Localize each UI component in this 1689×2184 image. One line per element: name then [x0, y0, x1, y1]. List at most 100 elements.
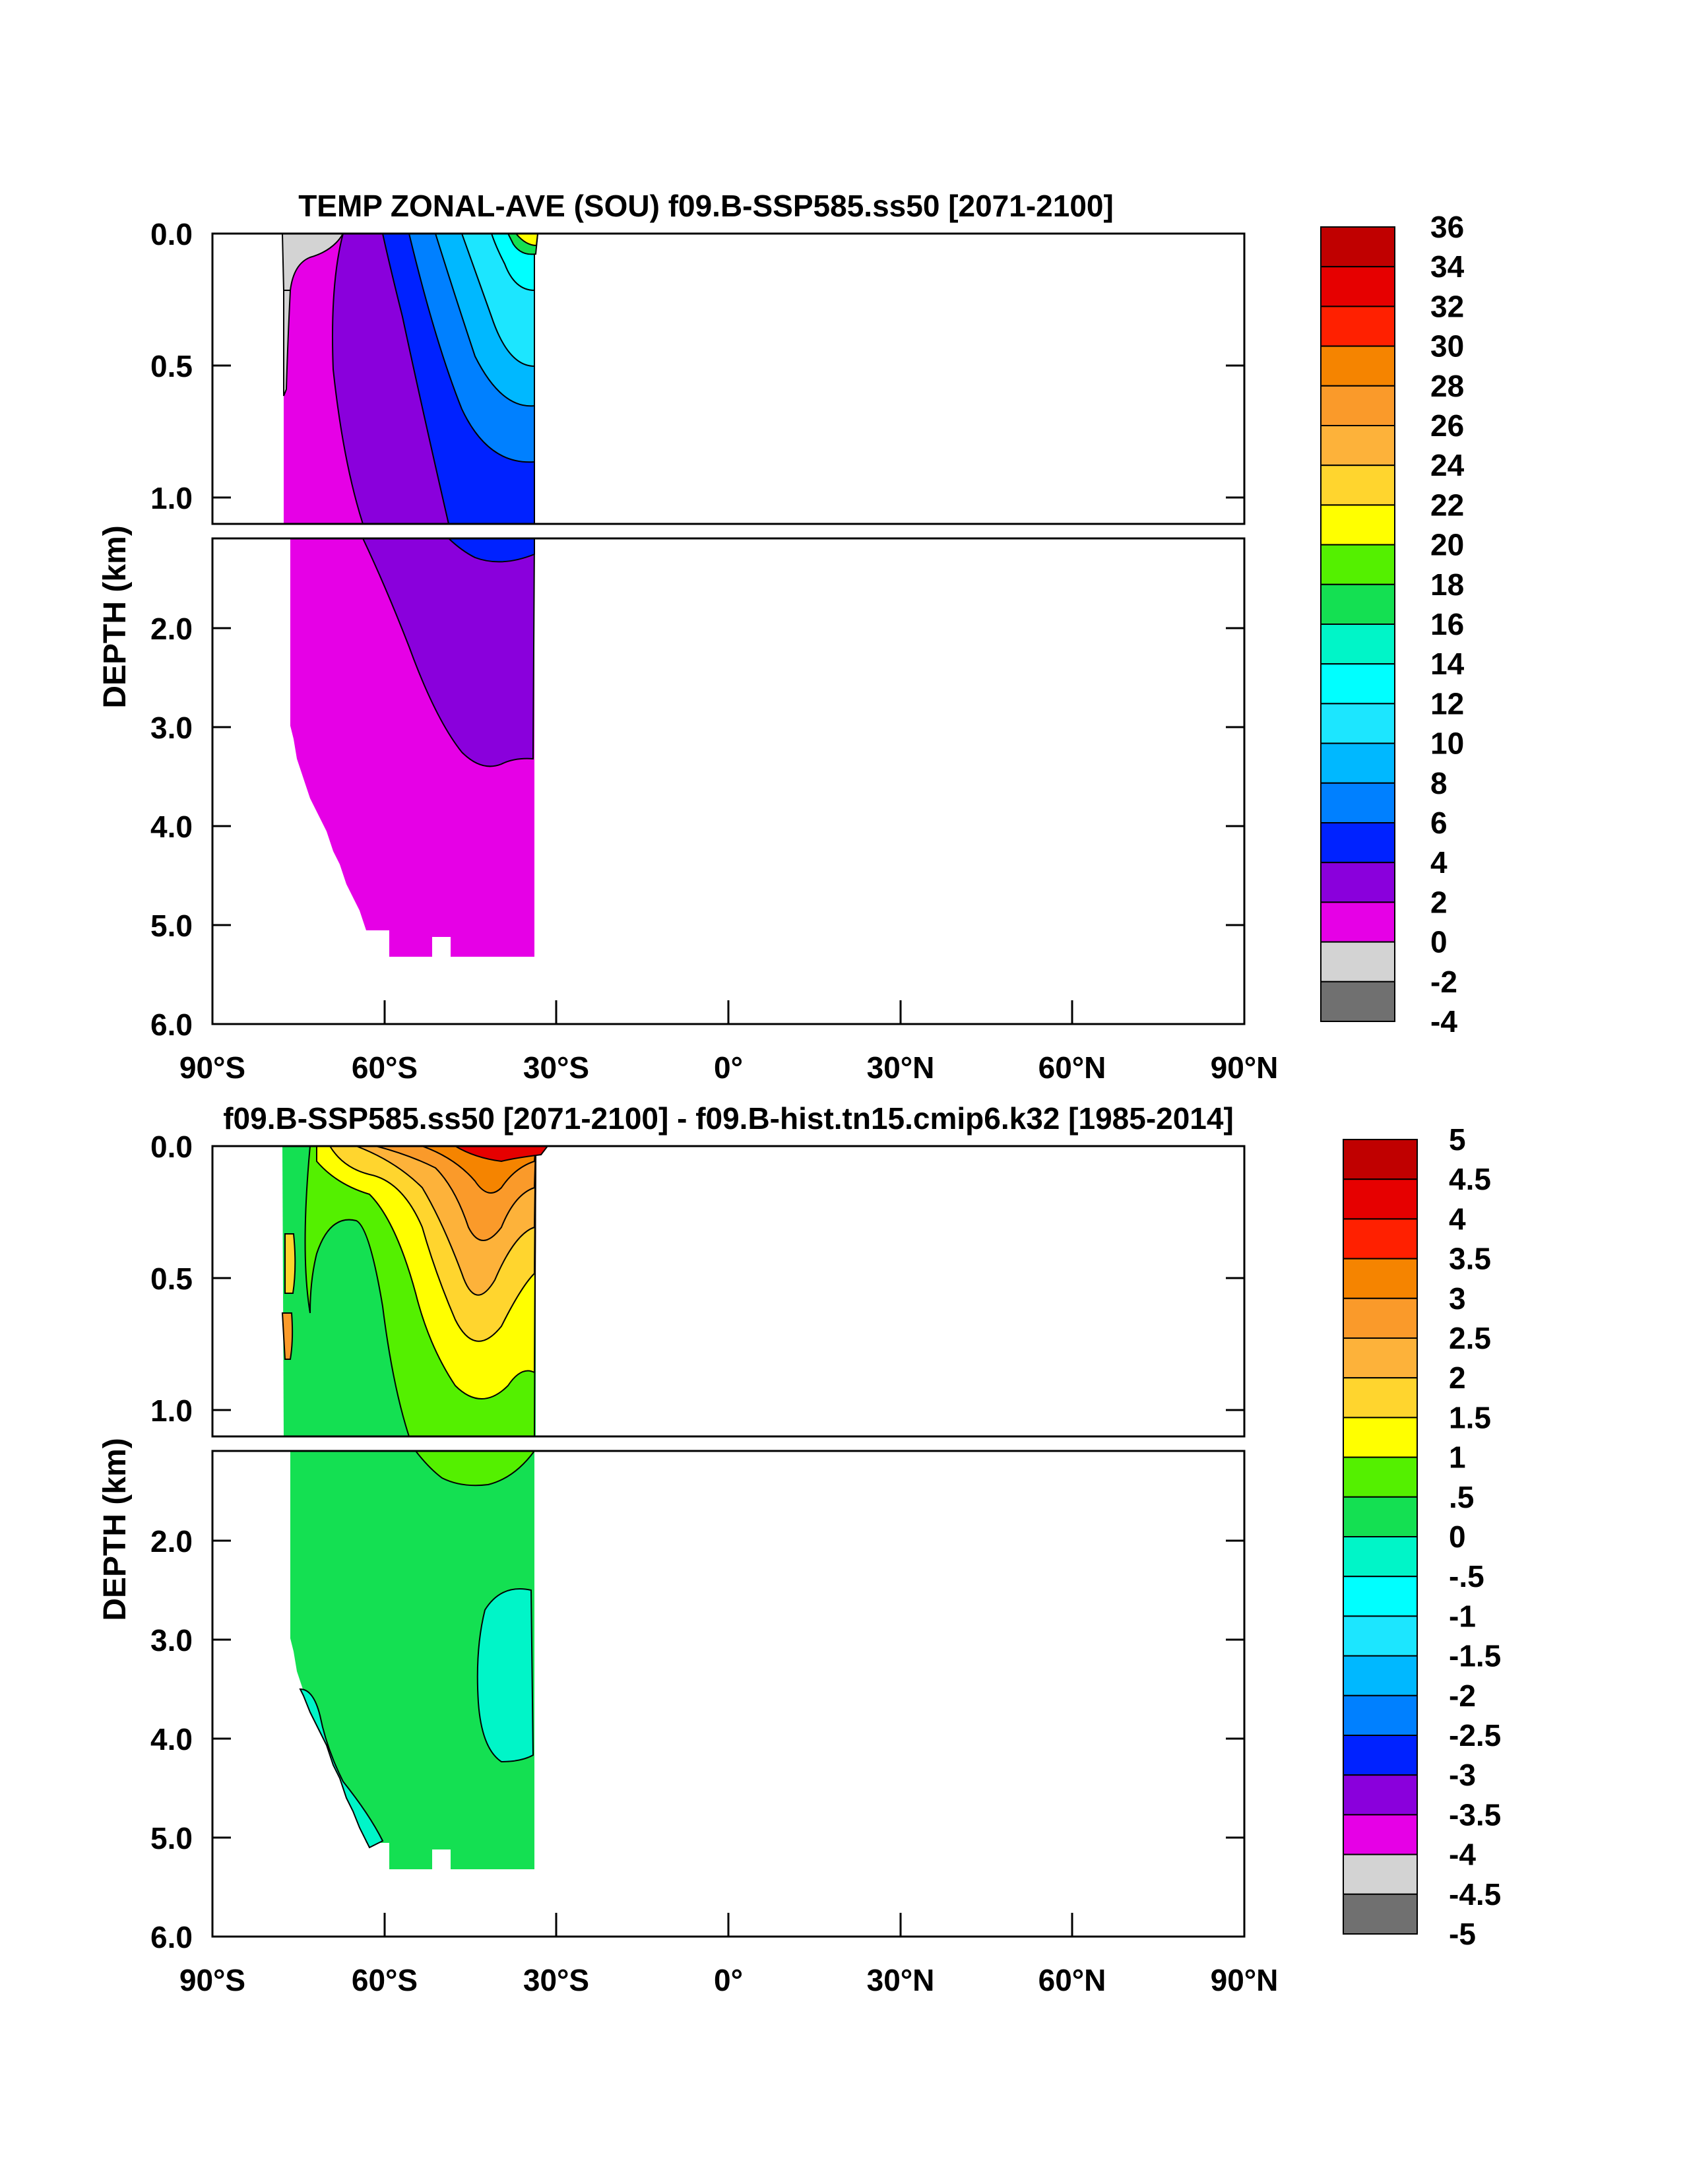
- colorbar: 54.543.532.521.51.50-.5-1-1.5-2-2.5-3-3.…: [1343, 1122, 1501, 1951]
- colorbar-label: 8: [1430, 766, 1448, 800]
- field-upper: [281, 1146, 549, 1436]
- x-ticks: [383, 1913, 1073, 1937]
- colorbar-swatch: [1343, 1735, 1418, 1776]
- colorbar-swatch: [1343, 1178, 1418, 1220]
- y-tick-label: 6.0: [150, 1920, 193, 1954]
- x-tick-label: 30°N: [867, 1050, 935, 1085]
- colorbar-label: -2: [1430, 965, 1457, 999]
- colorbar-label: -5: [1449, 1917, 1476, 1951]
- colorbar-label: 30: [1430, 329, 1464, 364]
- colorbar-swatch: [1343, 1853, 1418, 1895]
- contour-region-4-lower: [362, 538, 536, 767]
- y-tick-label: 0.0: [150, 1130, 193, 1164]
- x-tick-label: 30°N: [867, 1963, 935, 1997]
- x-tick-label: 90°S: [179, 1963, 245, 1997]
- y-tick-label: 3.0: [150, 711, 193, 745]
- colorbar-swatch: [1343, 1258, 1418, 1299]
- colorbar-label: 14: [1430, 647, 1465, 681]
- colorbar-label: 32: [1430, 289, 1464, 323]
- colorbar-swatch: [1343, 1377, 1418, 1419]
- contour-region-0-left: [299, 1688, 384, 1849]
- y-tick-label: 6.0: [150, 1008, 193, 1042]
- colorbar-label: 28: [1430, 369, 1464, 403]
- frame-upper: [211, 232, 1246, 525]
- colorbar-swatch: [1343, 1655, 1418, 1696]
- field-lower: [290, 538, 536, 957]
- x-tick-label: 90°N: [1211, 1050, 1279, 1085]
- colorbar-label: 12: [1430, 686, 1464, 721]
- y-ticks: [212, 1145, 1244, 1839]
- colorbar-swatch: [1320, 941, 1395, 982]
- panel-temperature: TEMP ZONAL-AVE (SOU) f09.B-SSP585.ss50 […: [98, 189, 1465, 1085]
- colorbar-swatch: [1320, 385, 1395, 426]
- y-tick-label: 0.5: [150, 349, 193, 383]
- y-tick-label: 4.0: [150, 810, 193, 844]
- colorbar-swatch: [1320, 504, 1395, 546]
- contour-region-6-lower: [447, 538, 535, 563]
- x-tick-label: 0°: [714, 1050, 743, 1085]
- chart-title: TEMP ZONAL-AVE (SOU) f09.B-SSP585.ss50 […: [298, 189, 1114, 223]
- colorbar-label: 18: [1430, 567, 1464, 602]
- x-tick-label: 0°: [714, 1963, 743, 1997]
- y-tick-label: 0.0: [150, 217, 193, 251]
- frame-upper: [211, 1145, 1246, 1438]
- colorbar-swatch: [1343, 1814, 1418, 1855]
- colorbar-label: 5: [1449, 1122, 1466, 1157]
- colorbar-swatch: [1320, 822, 1395, 864]
- colorbar-label: -1: [1449, 1599, 1476, 1633]
- colorbar-label: 3.5: [1449, 1242, 1491, 1276]
- colorbar-label: 4: [1449, 1202, 1466, 1236]
- colorbar-swatch: [1343, 1694, 1418, 1737]
- y-tick-label: 2.0: [150, 612, 193, 646]
- colorbar-label: -4.5: [1449, 1877, 1501, 1911]
- x-tick-label: 60°S: [352, 1963, 418, 1997]
- colorbar-label: .5: [1449, 1480, 1474, 1514]
- colorbar-swatch: [1343, 1576, 1418, 1617]
- x-tick-label: 30°S: [523, 1963, 589, 1997]
- colorbar-label: 2: [1449, 1361, 1466, 1395]
- colorbar-label: 16: [1430, 607, 1464, 641]
- y-axis-label: DEPTH (km): [98, 1438, 133, 1621]
- colorbar-swatch: [1320, 624, 1395, 665]
- colorbar-swatch: [1320, 425, 1395, 466]
- field-lower: [290, 1451, 536, 1869]
- y-tick-label: 5.0: [150, 909, 193, 943]
- colorbar-swatch: [1343, 1496, 1418, 1538]
- colorbar-label: 3: [1449, 1281, 1466, 1316]
- colorbar-swatch: [1320, 465, 1395, 506]
- contour-region-20: [515, 234, 539, 247]
- colorbar-swatch: [1343, 1456, 1418, 1498]
- colorbar-label: 2: [1430, 885, 1448, 919]
- colorbar-label: 2.5: [1449, 1321, 1491, 1355]
- x-tick-label: 60°S: [352, 1050, 418, 1085]
- colorbar-label: 0: [1449, 1520, 1466, 1554]
- contour-region-edge2: [284, 1233, 296, 1294]
- colorbar-swatch: [1343, 1536, 1418, 1578]
- colorbar-swatch: [1320, 742, 1395, 784]
- y-tick-label: 5.0: [150, 1821, 193, 1855]
- contour-region-0.5-lower: [290, 1451, 534, 1869]
- colorbar-label: -3.5: [1449, 1797, 1501, 1832]
- colorbar-swatch: [1320, 544, 1395, 585]
- colorbar-swatch: [1320, 980, 1395, 1023]
- colorbar-label: 20: [1430, 528, 1464, 562]
- colorbar-label: 4.5: [1449, 1162, 1491, 1196]
- field-upper: [281, 234, 539, 524]
- colorbar-swatch: [1320, 703, 1395, 744]
- colorbar-label: 22: [1430, 488, 1464, 522]
- y-tick-label: 1.0: [150, 1394, 193, 1428]
- colorbar-label: 1: [1449, 1440, 1466, 1475]
- x-tick-label: 60°N: [1038, 1050, 1106, 1085]
- colorbar-swatch: [1320, 583, 1395, 625]
- colorbar-label: 36: [1430, 210, 1464, 244]
- contour-region-edge: [281, 1312, 294, 1360]
- colorbar-label: -1.5: [1449, 1639, 1501, 1673]
- colorbar-swatch: [1343, 1139, 1418, 1180]
- colorbar-label: -2.5: [1449, 1718, 1501, 1752]
- colorbar-label: 4: [1430, 845, 1448, 880]
- colorbar-swatch: [1320, 782, 1395, 824]
- colorbar-swatch: [1343, 1417, 1418, 1458]
- x-tick-label: 60°N: [1038, 1963, 1106, 1997]
